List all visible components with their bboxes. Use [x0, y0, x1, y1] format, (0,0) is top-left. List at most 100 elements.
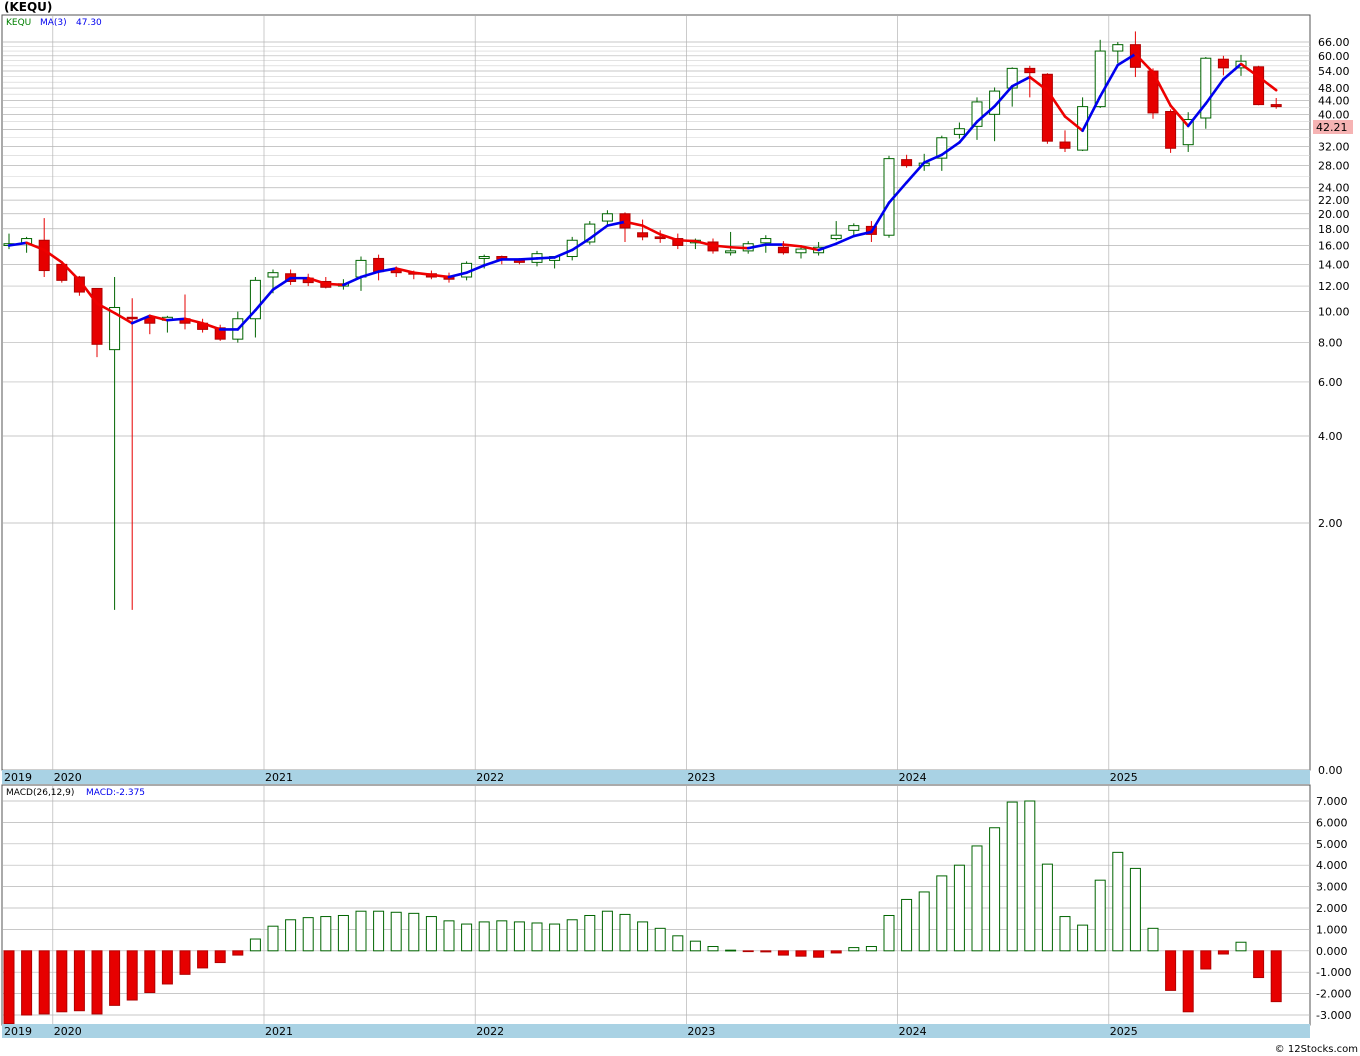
ma-segment [324, 282, 345, 287]
macd-bar-negative [777, 950, 789, 956]
ma-segment [922, 153, 944, 164]
macd-bar-positive [865, 946, 877, 952]
candle-up [989, 90, 1001, 115]
macd-bar-positive [425, 916, 437, 952]
ma-segment [447, 271, 468, 279]
candle-up [848, 225, 860, 231]
ma-line [7, 52, 1278, 331]
macd-bar-positive [901, 898, 913, 952]
ma-segment [306, 276, 328, 286]
candle-down [1041, 73, 1053, 142]
macd-bar-positive [1112, 851, 1124, 952]
ma-segment [834, 234, 856, 246]
ma-segment [1257, 75, 1278, 92]
ma-segment [782, 243, 803, 248]
candle-up [830, 234, 842, 240]
ma-segment [570, 237, 592, 252]
macd-year-label: 2024 [899, 1025, 927, 1038]
macd-bar-positive [320, 916, 332, 952]
candle-down [654, 236, 666, 240]
price-y-tick-label: 60.00 [1318, 50, 1350, 63]
ma-segment [166, 317, 187, 322]
ma-segment [359, 270, 380, 279]
macd-bar-positive [373, 910, 385, 952]
ma-segment [993, 84, 1014, 108]
macd-legend-value: MACD:-2.375 [86, 788, 145, 798]
ma-segment [254, 288, 275, 312]
ma-segment [641, 224, 662, 236]
candle-down [126, 316, 138, 320]
macd-bar-negative [179, 950, 191, 975]
candle-up [953, 128, 965, 135]
ma-segment [7, 241, 28, 247]
macd-bar-negative [3, 950, 15, 1025]
price-y-tick-label: 48.00 [1318, 82, 1350, 95]
macd-y-tick-label: 7.000 [1316, 795, 1348, 808]
price-y-axis: 66.0060.0054.0048.0044.0040.0036.0032.00… [1318, 36, 1350, 777]
macd-bar-negative [1165, 950, 1177, 991]
price-y-tick-label: 4.00 [1318, 430, 1343, 443]
macd-bar-positive [672, 935, 684, 952]
ma-segment [78, 279, 99, 305]
ma-segment [42, 248, 64, 264]
candle-up [795, 248, 807, 254]
macd-bar-positive [1094, 879, 1106, 952]
price-y-tick-label: 6.00 [1318, 376, 1343, 389]
price-y-tick-label: 2.00 [1318, 517, 1343, 530]
price-year-band [2, 770, 1310, 784]
credit-text: © 12Stocks.com [1274, 1044, 1358, 1055]
macd-bar-negative [21, 950, 33, 1016]
ma-segment [377, 267, 398, 273]
macd-bar-positive [549, 923, 561, 952]
macd-bar-positive [918, 891, 930, 952]
macd-bar-negative [109, 950, 121, 1006]
candle-down [38, 239, 50, 272]
ma-segment [588, 224, 609, 240]
price-y-tick-label: 28.00 [1318, 160, 1350, 173]
macd-y-tick-label: 2.000 [1316, 902, 1348, 915]
macd-bar-negative [232, 950, 244, 956]
macd-bar-negative [91, 950, 103, 1015]
candle-up [355, 259, 367, 278]
legend-ma-value: 47.30 [76, 18, 102, 28]
candle-up [1182, 118, 1194, 146]
macd-bar-negative [1270, 950, 1282, 1003]
candle-up [566, 239, 578, 258]
price-x-axis: 2019 2020 2021 2022 2023 2024 2025 [4, 771, 1138, 784]
candle-down [1253, 66, 1265, 106]
price-year-label: 2025 [1110, 771, 1138, 784]
ma-segment [1222, 62, 1243, 81]
macd-bar-positive [390, 911, 402, 952]
candle-down [91, 287, 103, 345]
macd-bar-positive [355, 910, 367, 952]
macd-bar-positive [461, 923, 473, 952]
macd-bar-positive [883, 914, 895, 952]
macd-bar-negative [813, 950, 825, 958]
macd-bar-positive [1024, 800, 1036, 952]
ma-segment [1046, 89, 1067, 118]
price-year-label: 2021 [265, 771, 293, 784]
macd-y-tick-label: 4.000 [1316, 859, 1348, 872]
macd-year-band [2, 1024, 1310, 1038]
ma-segment [817, 242, 838, 252]
price-y-tick-label: 0.00 [1318, 764, 1343, 777]
candle-up [601, 213, 613, 222]
macd-bar-positive [725, 949, 737, 952]
price-y-tick-label: 18.00 [1318, 223, 1350, 236]
ma-segment [1081, 95, 1102, 133]
macd-bar-negative [38, 950, 50, 1015]
macd-bar-positive [285, 919, 297, 952]
candle-up [1112, 44, 1124, 52]
ma-segment [1010, 75, 1032, 88]
ma-segment [1098, 63, 1120, 98]
ma-segment [729, 245, 750, 250]
candle-down [1270, 104, 1282, 108]
candle-up [1200, 57, 1212, 119]
ma-segment [201, 321, 222, 331]
macd-bar-positive [478, 921, 490, 952]
candle-up [760, 238, 772, 244]
macd-y-axis: 7.000 6.000 5.000 4.000 3.000 2.000 1.000 0.000… [1316, 795, 1351, 1022]
ma-segment [518, 257, 539, 261]
macd-bar-negative [161, 950, 173, 985]
